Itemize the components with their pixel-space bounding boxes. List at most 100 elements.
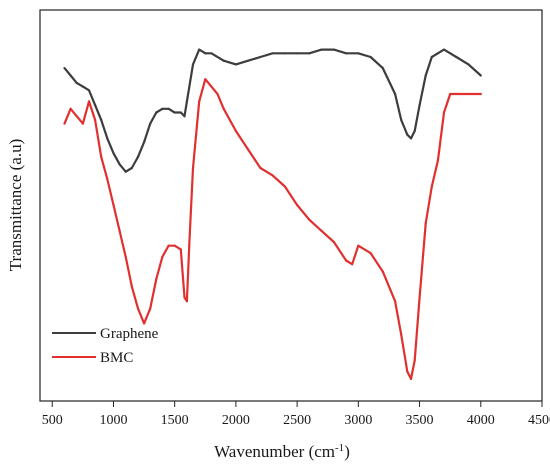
data-point-bmc <box>271 174 274 177</box>
data-point-graphene <box>210 52 213 55</box>
data-point-graphene <box>183 115 186 118</box>
data-point-graphene <box>394 92 397 96</box>
data-point-bmc <box>430 185 433 188</box>
data-point-bmc <box>400 333 403 336</box>
x-tick-label: 3500 <box>406 413 434 428</box>
data-point-graphene <box>418 104 421 107</box>
data-point-bmc <box>308 218 311 221</box>
data-point-graphene <box>345 52 348 55</box>
data-point-bmc <box>449 92 452 96</box>
data-point-bmc <box>369 252 372 255</box>
data-point-bmc <box>143 322 146 325</box>
data-point-bmc <box>332 240 335 244</box>
data-point-bmc <box>320 229 323 232</box>
data-point-bmc <box>296 203 299 207</box>
data-point-bmc <box>455 92 458 96</box>
data-point-graphene <box>106 137 109 140</box>
data-point-graphene <box>308 52 311 55</box>
legend-label-graphene: Graphene <box>100 326 159 342</box>
data-point-graphene <box>198 48 201 51</box>
data-point-bmc <box>381 270 384 273</box>
data-point-bmc <box>69 107 72 110</box>
data-point-bmc <box>124 255 127 258</box>
data-point-graphene <box>143 141 146 144</box>
data-point-bmc <box>185 300 188 303</box>
data-point-graphene <box>271 52 274 55</box>
data-point-graphene <box>357 52 360 55</box>
legend-entry-bmc: BMC <box>52 350 133 366</box>
data-point-bmc <box>409 377 413 380</box>
data-point-graphene <box>130 166 133 170</box>
x-tick-label: 500 <box>42 413 63 428</box>
data-point-bmc <box>100 155 103 158</box>
x-axis-title-superscript: -1 <box>335 442 344 454</box>
data-point-bmc <box>106 178 109 181</box>
data-point-graphene <box>94 104 97 107</box>
data-point-bmc <box>259 166 262 170</box>
data-point-graphene <box>179 111 182 114</box>
series-graphene <box>63 48 482 173</box>
data-point-bmc <box>418 296 421 299</box>
data-point-bmc <box>191 166 195 170</box>
data-point-bmc <box>198 100 201 103</box>
data-point-bmc <box>234 129 237 133</box>
data-point-graphene <box>247 59 250 62</box>
data-point-bmc <box>149 307 152 310</box>
data-point-graphene <box>413 129 416 133</box>
y-axis-title: Transmittance (a.u) <box>6 139 25 272</box>
data-point-bmc <box>442 111 446 114</box>
data-point-graphene <box>430 55 433 59</box>
data-point-bmc <box>406 370 409 373</box>
plot-frame <box>39 9 543 402</box>
x-tick-label: 1000 <box>99 413 127 428</box>
data-point-graphene <box>81 85 84 88</box>
data-point-bmc <box>167 244 170 247</box>
data-point-graphene <box>296 52 299 55</box>
data-point-graphene <box>332 48 335 51</box>
data-point-bmc <box>467 92 470 96</box>
data-point-graphene <box>259 55 262 59</box>
data-point-graphene <box>369 55 372 59</box>
data-point-bmc <box>155 277 158 281</box>
data-point-bmc <box>345 259 348 262</box>
data-point-graphene <box>155 111 158 114</box>
data-point-graphene <box>173 111 176 114</box>
data-point-graphene <box>449 52 452 55</box>
data-point-bmc <box>479 92 482 96</box>
data-point-graphene <box>204 52 207 55</box>
data-point-bmc <box>247 148 250 151</box>
data-point-bmc <box>173 244 176 247</box>
data-point-graphene <box>455 55 458 59</box>
x-tick-label: 1500 <box>161 413 189 428</box>
data-point-bmc <box>179 248 182 251</box>
data-point-graphene <box>75 81 78 84</box>
data-point-graphene <box>69 74 72 77</box>
data-point-bmc <box>188 240 191 244</box>
x-tick-label: 2000 <box>222 413 250 428</box>
data-point-bmc <box>357 244 360 247</box>
data-point-bmc <box>210 85 213 88</box>
data-point-graphene <box>234 63 237 66</box>
data-point-graphene <box>87 89 91 92</box>
data-point-bmc <box>216 92 219 96</box>
data-point-graphene <box>149 122 152 125</box>
data-point-graphene <box>222 59 225 62</box>
data-point-graphene <box>436 52 439 55</box>
data-point-graphene <box>191 63 195 66</box>
x-axis-title-suffix: ) <box>344 442 350 461</box>
legend-label-bmc: BMC <box>100 350 133 366</box>
data-point-bmc <box>136 307 140 310</box>
x-tick-label: 4000 <box>467 413 495 428</box>
data-point-graphene <box>124 170 127 173</box>
x-axis-title: Wavenumber (cm-1) <box>214 442 350 461</box>
data-point-graphene <box>409 137 413 140</box>
data-point-bmc <box>424 222 427 225</box>
data-point-bmc <box>161 255 164 258</box>
data-point-graphene <box>467 63 470 66</box>
data-point-graphene <box>283 52 286 55</box>
data-point-graphene <box>136 155 140 158</box>
data-point-graphene <box>381 67 384 70</box>
data-point-graphene <box>63 67 66 70</box>
data-point-bmc <box>413 359 416 362</box>
